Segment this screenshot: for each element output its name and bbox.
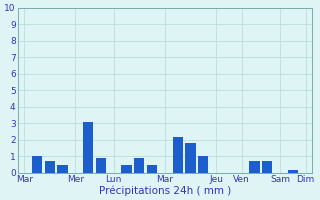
Bar bbox=[96, 158, 106, 173]
Bar bbox=[185, 143, 196, 173]
Bar bbox=[288, 170, 298, 173]
X-axis label: Précipitations 24h ( mm ): Précipitations 24h ( mm ) bbox=[99, 185, 231, 196]
Bar bbox=[172, 137, 183, 173]
Bar bbox=[198, 156, 208, 173]
Bar bbox=[134, 158, 144, 173]
Bar bbox=[262, 161, 272, 173]
Bar bbox=[121, 165, 132, 173]
Bar bbox=[147, 165, 157, 173]
Bar bbox=[32, 156, 42, 173]
Bar bbox=[249, 161, 260, 173]
Bar bbox=[57, 165, 68, 173]
Bar bbox=[44, 161, 55, 173]
Bar bbox=[83, 122, 93, 173]
